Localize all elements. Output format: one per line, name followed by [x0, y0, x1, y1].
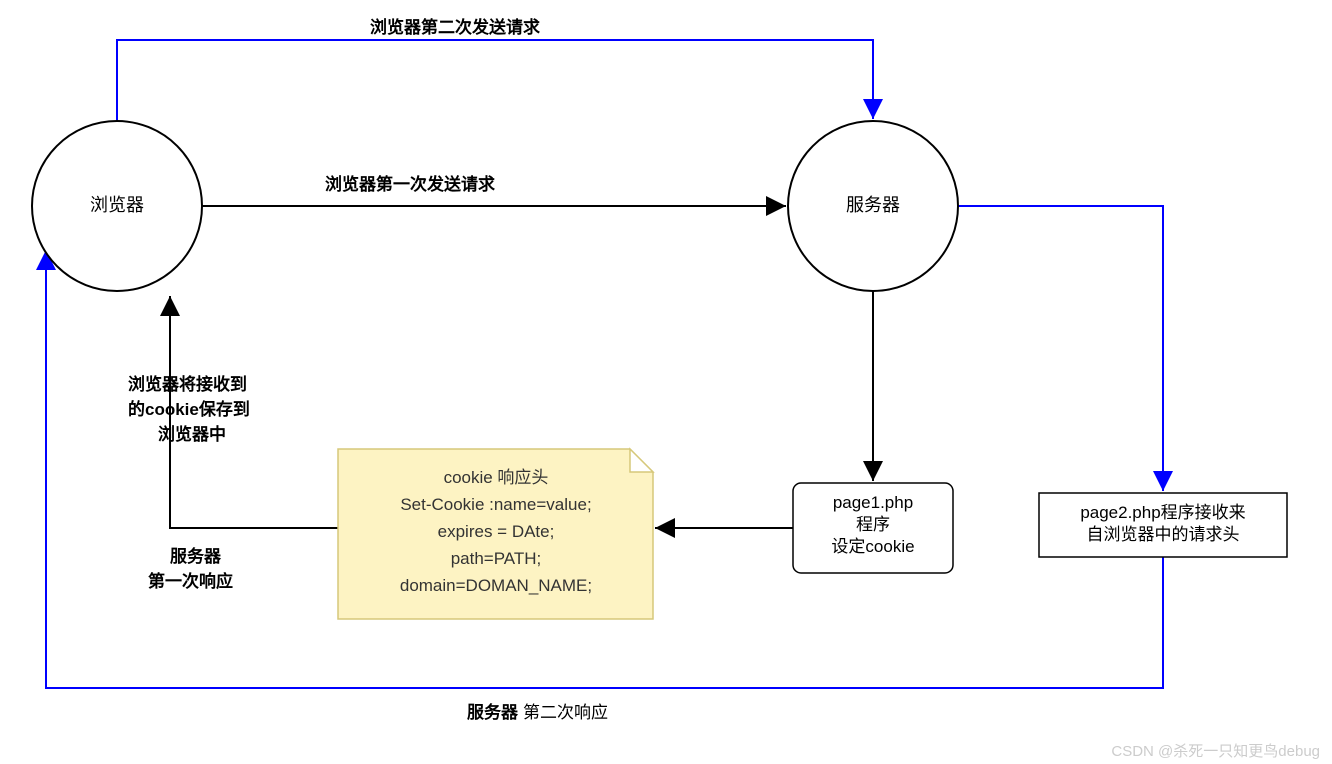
label-first-response-1: 服务器 — [170, 546, 222, 566]
node-page2-line2: 自浏览器中的请求头 — [1087, 525, 1240, 544]
watermark: CSDN @杀死一只知更鸟debug — [1111, 743, 1320, 760]
note-line-4: path=PATH; — [451, 549, 542, 568]
label-second-response-bold: 服务器 — [467, 702, 519, 722]
edge-second-request — [117, 40, 873, 121]
note-line-5: domain=DOMAN_NAME; — [400, 576, 592, 595]
label-save-cookie-1: 浏览器将接收到 — [128, 374, 247, 394]
label-save-cookie-2: 的cookie保存到 — [128, 399, 250, 419]
label-save-cookie-3: 浏览器中 — [158, 424, 226, 444]
label-second-response-normal: 第二次响应 — [523, 703, 608, 722]
node-page1-line1: page1.php — [833, 493, 913, 512]
note-line-2: Set-Cookie :name=value; — [400, 495, 591, 514]
node-server-label: 服务器 — [846, 195, 900, 215]
label-first-request: 浏览器第一次发送请求 — [325, 174, 495, 194]
node-browser-label: 浏览器 — [90, 195, 144, 215]
label-first-response-2: 第一次响应 — [148, 571, 233, 591]
node-page1-line2: 程序 — [856, 515, 890, 534]
note-fold-icon — [630, 449, 653, 472]
note-line-1: cookie 响应头 — [444, 468, 549, 487]
note-line-3: expires = DAte; — [438, 522, 555, 541]
edge-server-to-page2 — [958, 206, 1163, 491]
node-page2-line1: page2.php程序接收来 — [1080, 503, 1245, 522]
label-second-request: 浏览器第二次发送请求 — [370, 17, 540, 37]
node-page1-line3: 设定cookie — [831, 537, 914, 556]
flow-diagram: 浏览器第一次发送请求 浏览器第二次发送请求 浏览器将接收到 的cookie保存到… — [0, 0, 1332, 764]
